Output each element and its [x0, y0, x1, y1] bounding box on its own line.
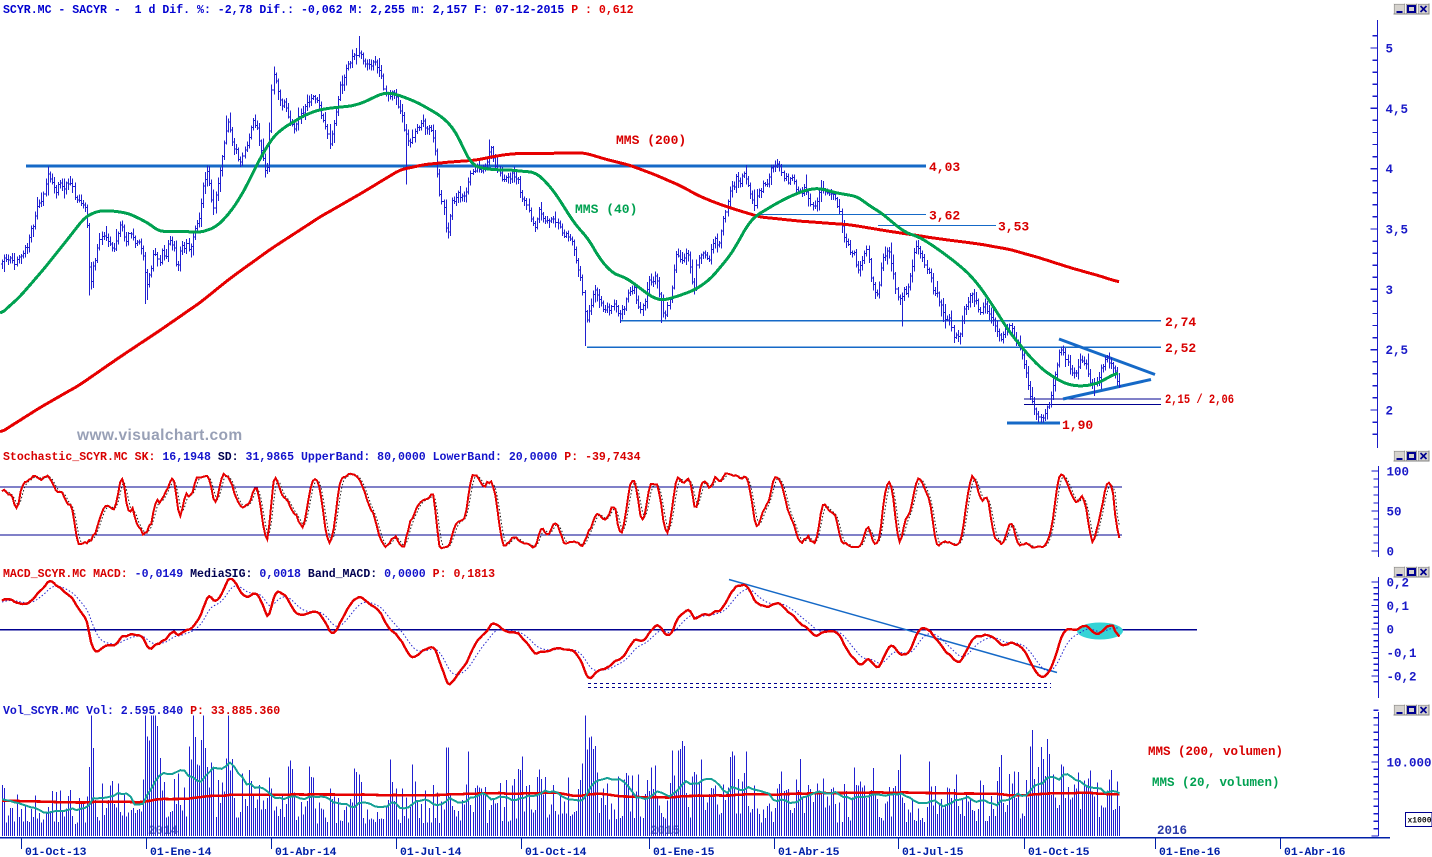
svg-text:01-Abr-14: 01-Abr-14 — [275, 847, 337, 857]
svg-text:MMS (40): MMS (40) — [575, 202, 637, 217]
svg-text:2,15 / 2,06: 2,15 / 2,06 — [1165, 392, 1234, 407]
svg-text:Stochastic_SCYR.MC SK: 16,1948: Stochastic_SCYR.MC SK: 16,1948 SD: 31,98… — [3, 451, 641, 464]
svg-text:MACD_SCYR.MC MACD: -0,0149 Med: MACD_SCYR.MC MACD: -0,0149 MediaSIG: 0,0… — [3, 568, 495, 581]
svg-text:01-Oct-13: 01-Oct-13 — [25, 847, 87, 857]
svg-text:4,03: 4,03 — [929, 160, 960, 175]
svg-text:01-Abr-15: 01-Abr-15 — [778, 847, 840, 857]
svg-text:01-Jul-14: 01-Jul-14 — [400, 847, 462, 857]
svg-text:01-Ene-14: 01-Ene-14 — [150, 847, 212, 857]
svg-text:5: 5 — [1386, 43, 1394, 57]
svg-text:01-Oct-15: 01-Oct-15 — [1028, 847, 1090, 857]
svg-text:01-Oct-14: 01-Oct-14 — [525, 847, 587, 857]
svg-text:01-Ene-15: 01-Ene-15 — [653, 847, 715, 857]
svg-text:0: 0 — [1387, 624, 1395, 638]
svg-text:0: 0 — [1387, 546, 1395, 560]
svg-text:2,52: 2,52 — [1165, 341, 1196, 356]
svg-text:3,62: 3,62 — [929, 209, 960, 224]
svg-text:1,90: 1,90 — [1062, 418, 1093, 433]
svg-text:01-Ene-16: 01-Ene-16 — [1159, 847, 1221, 857]
svg-text:2: 2 — [1386, 405, 1394, 419]
svg-text:100: 100 — [1387, 466, 1410, 480]
svg-text:MMS (200, volumen): MMS (200, volumen) — [1148, 745, 1283, 759]
svg-text:2016: 2016 — [1157, 824, 1187, 838]
svg-text:01-Abr-16: 01-Abr-16 — [1284, 847, 1346, 857]
svg-text:x1000: x1000 — [1408, 817, 1432, 826]
svg-text:10.000: 10.000 — [1387, 757, 1432, 771]
svg-text:www.visualchart.com: www.visualchart.com — [76, 427, 243, 444]
svg-text:2,5: 2,5 — [1386, 344, 1409, 358]
svg-text:3,53: 3,53 — [998, 220, 1029, 235]
svg-text:2,74: 2,74 — [1165, 315, 1196, 330]
svg-text:4,5: 4,5 — [1386, 103, 1409, 117]
svg-text:2014: 2014 — [148, 824, 179, 838]
svg-text:-0,1: -0,1 — [1387, 647, 1417, 661]
svg-text:0,2: 0,2 — [1387, 577, 1410, 591]
svg-text:4: 4 — [1386, 163, 1394, 177]
svg-text:-0,2: -0,2 — [1387, 671, 1417, 685]
svg-text:0,1: 0,1 — [1387, 600, 1410, 614]
svg-text:01-Jul-15: 01-Jul-15 — [902, 847, 964, 857]
svg-text:MMS (20, volumen): MMS (20, volumen) — [1152, 776, 1280, 790]
svg-text:Vol_SCYR.MC Vol: 2.595.840 P:: Vol_SCYR.MC Vol: 2.595.840 P: 33.885.360 — [3, 705, 280, 718]
svg-text:SCYR.MC - SACYR - 1 d Dif. %:: SCYR.MC - SACYR - 1 d Dif. %: -2,78 Dif.… — [3, 4, 634, 17]
svg-text:50: 50 — [1387, 506, 1402, 520]
svg-text:MMS (200): MMS (200) — [616, 133, 686, 148]
svg-text:3: 3 — [1386, 284, 1394, 298]
svg-text:3,5: 3,5 — [1386, 224, 1409, 238]
